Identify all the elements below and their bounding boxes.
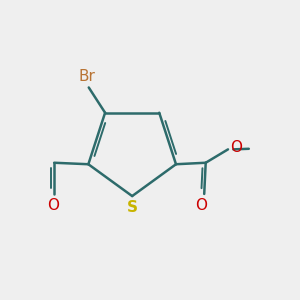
Text: Br: Br xyxy=(79,69,96,84)
Text: O: O xyxy=(47,197,59,212)
Text: S: S xyxy=(127,200,138,214)
Text: O: O xyxy=(230,140,242,155)
Text: O: O xyxy=(195,197,207,212)
